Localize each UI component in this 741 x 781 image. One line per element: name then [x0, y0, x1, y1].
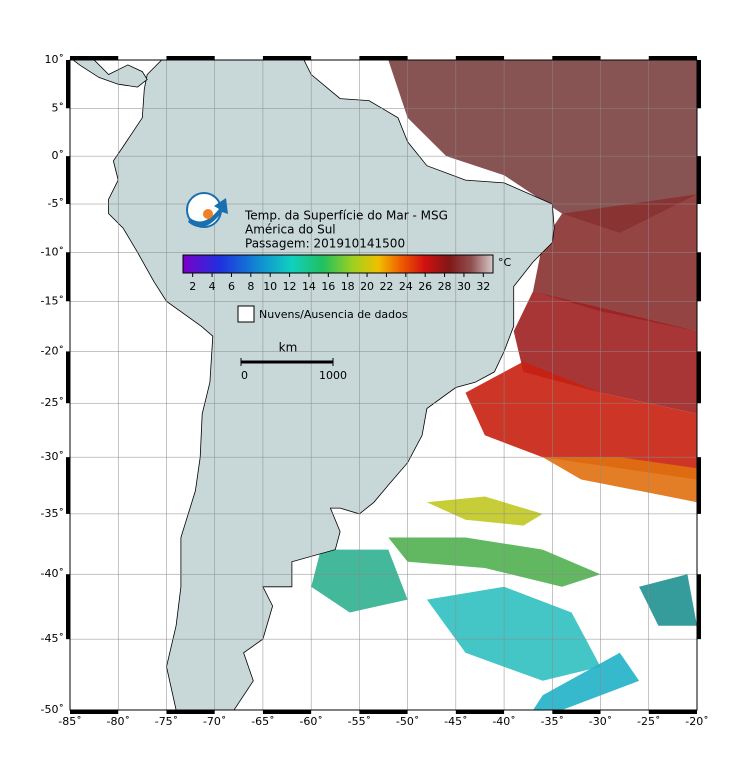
x-tick-label: -75˚ [155, 715, 178, 728]
border-segment [262, 56, 312, 60]
colorbar-tick-label: 28 [438, 280, 452, 293]
scale-label: 0 [241, 369, 248, 382]
y-tick-label: 0˚ [52, 149, 65, 162]
frame-border [66, 56, 701, 714]
border-segment [552, 56, 601, 60]
colorbar-tick-label: 30 [457, 280, 471, 293]
y-tick-label: -10˚ [41, 245, 64, 258]
map-body [70, 60, 697, 710]
ocean-patch [426, 586, 601, 681]
border-segment [359, 710, 408, 714]
ocean-patch [533, 194, 697, 332]
colorbar-tick-label: 20 [360, 280, 374, 293]
colorbar-tick-label: 8 [247, 280, 254, 293]
x-tick-label: -30˚ [589, 715, 612, 728]
y-tick-label: -20˚ [41, 344, 64, 357]
y-tick-label: -25˚ [41, 396, 64, 409]
y-tick-label: -50˚ [41, 703, 64, 716]
border-segment [697, 60, 701, 109]
land [108, 60, 555, 710]
x-tick-label: -50˚ [396, 715, 419, 728]
colorbar-tick-label: 2 [189, 280, 196, 293]
border-segment [66, 252, 70, 302]
colorbar-tick-label: 24 [399, 280, 413, 293]
border-segment [552, 710, 601, 714]
border-segment [70, 710, 119, 714]
colorbar-tick-label: 10 [263, 280, 277, 293]
ocean-patch [542, 457, 697, 503]
y-tick-label: -30˚ [41, 450, 64, 463]
colorbar-tick-label: 12 [283, 280, 297, 293]
colorbar-tick-label: 22 [379, 280, 393, 293]
border-segment [166, 56, 215, 60]
x-tick-label: -65˚ [251, 715, 274, 728]
colorbar-tick-label: 6 [228, 280, 235, 293]
x-tick-label: -70˚ [203, 715, 226, 728]
x-tick-label: -25˚ [637, 715, 660, 728]
x-tick-label: -85˚ [58, 715, 81, 728]
y-tick-label: -15˚ [41, 294, 64, 307]
colorbar-tick-label: 26 [418, 280, 432, 293]
border-segment [697, 457, 701, 514]
legend-swatch [237, 305, 255, 323]
ocean-patch [513, 291, 697, 414]
ocean-patch [388, 60, 697, 233]
colorbar-tick-label: 32 [476, 280, 490, 293]
colorbar-ticks: 2 4 6 8 10 12 14 16 18 20 22 24 26 28 30 32 [189, 273, 490, 293]
colorbar [182, 254, 494, 274]
border-segment [359, 56, 408, 60]
x-tick-label: -60˚ [299, 715, 322, 728]
land [72, 60, 148, 88]
x-tick-label: -40˚ [492, 715, 515, 728]
border-segment [455, 56, 505, 60]
border-segment [66, 351, 70, 404]
x-tick-label: -55˚ [348, 715, 371, 728]
border-segment [648, 56, 697, 60]
scale-bar: 0 1000 [240, 358, 347, 382]
border-segment [697, 252, 701, 302]
y-tick-label: -5˚ [48, 197, 64, 210]
border-segment [697, 351, 701, 404]
legend-label: Nuvens/Ausencia de dados [259, 308, 408, 321]
y-tick-label: -45˚ [41, 632, 64, 645]
colorbar-tick-label: 14 [302, 280, 316, 293]
scale-unit: km [279, 341, 298, 355]
y-tick-label: -35˚ [41, 507, 64, 520]
border-segment [697, 574, 701, 640]
ocean-patch [639, 574, 697, 626]
y-tick-label: 10˚ [45, 53, 65, 66]
border-segment [66, 60, 70, 109]
title-line: Temp. da Superfície do Mar - MSG [244, 209, 448, 223]
y-tick-label: 5˚ [52, 101, 65, 114]
ocean-patch [388, 537, 601, 587]
x-tick-label: -80˚ [106, 715, 129, 728]
x-tick-label: -35˚ [541, 715, 564, 728]
border-segment [66, 574, 70, 640]
logo [186, 192, 228, 228]
colorbar-tick-label: 4 [209, 280, 216, 293]
border-segment [166, 710, 215, 714]
title-line: América do Sul [245, 223, 336, 237]
colorbar-tick-label: 16 [321, 280, 335, 293]
ocean-patch [533, 652, 640, 710]
x-tick-label: -20˚ [685, 715, 708, 728]
colorbar-tick-label: 18 [341, 280, 355, 293]
ocean-patch [465, 361, 697, 480]
colorbar-unit: °C [498, 256, 512, 269]
border-segment [70, 56, 119, 60]
border-segment [455, 710, 505, 714]
border-segment [697, 156, 701, 205]
x-tick-label: -45˚ [444, 715, 467, 728]
border-segment [262, 710, 312, 714]
scale-label: 1000 [319, 369, 347, 382]
border-segment [648, 710, 697, 714]
y-tick-label: -40˚ [41, 567, 64, 580]
border-segment [66, 457, 70, 514]
border-segment [66, 156, 70, 205]
title-line: Passagem: 201910141500 [245, 237, 405, 251]
